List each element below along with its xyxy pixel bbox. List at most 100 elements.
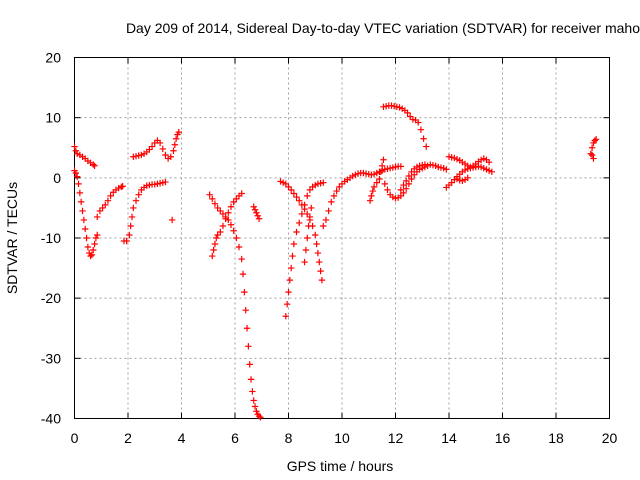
data-point xyxy=(119,183,126,190)
data-point xyxy=(87,252,94,260)
y-tick-label: 20 xyxy=(45,50,61,66)
data-point xyxy=(211,200,219,207)
data-points xyxy=(71,102,600,421)
data-point xyxy=(485,158,493,166)
data-point xyxy=(91,240,98,248)
data-point xyxy=(588,151,596,159)
data-point xyxy=(73,173,81,180)
data-point xyxy=(293,193,300,201)
data-point xyxy=(170,147,177,154)
data-point xyxy=(368,192,375,200)
data-point xyxy=(91,162,98,169)
data-point xyxy=(290,240,298,248)
data-point xyxy=(162,151,169,159)
data-point xyxy=(301,258,308,266)
data-point xyxy=(587,150,594,157)
data-point xyxy=(317,267,324,275)
data-point xyxy=(304,234,311,242)
data-point xyxy=(230,227,237,234)
data-point xyxy=(82,225,89,233)
series-arc-9 xyxy=(277,178,326,284)
data-point xyxy=(242,307,249,314)
data-point xyxy=(293,228,300,236)
data-point xyxy=(148,143,156,150)
data-point xyxy=(72,147,80,154)
series-arc-8 xyxy=(250,203,263,222)
data-point xyxy=(175,128,183,136)
data-point xyxy=(302,246,310,254)
data-point xyxy=(104,197,112,204)
data-point xyxy=(318,276,326,284)
data-point xyxy=(420,135,427,142)
series-arc-2 xyxy=(71,167,101,260)
x-tick-label: 6 xyxy=(231,430,239,446)
data-point xyxy=(102,201,109,209)
series-arc-20 xyxy=(587,136,600,162)
data-point xyxy=(225,209,232,216)
data-point xyxy=(238,190,245,197)
data-point xyxy=(588,144,596,151)
data-point xyxy=(330,192,338,200)
data-point xyxy=(423,143,430,150)
x-tick-label: 4 xyxy=(178,430,186,446)
series-arc-4 xyxy=(120,178,169,245)
x-tick-label: 16 xyxy=(495,430,511,446)
data-point xyxy=(209,252,216,260)
series-arc-7 xyxy=(209,190,245,260)
data-point xyxy=(126,231,133,239)
data-point xyxy=(443,166,450,173)
data-point xyxy=(320,179,327,186)
data-point xyxy=(592,136,600,143)
series-arc-11 xyxy=(301,204,315,266)
data-point xyxy=(132,197,140,204)
data-point xyxy=(404,109,411,117)
data-point xyxy=(135,191,142,198)
y-tick-label: -10 xyxy=(41,230,61,246)
data-point xyxy=(130,204,137,212)
data-point xyxy=(80,216,88,224)
data-point xyxy=(316,258,323,266)
data-point xyxy=(377,168,384,176)
chart-title: Day 209 of 2014, Sidereal Day-to-day VTE… xyxy=(126,20,640,36)
data-point xyxy=(83,234,90,242)
data-point xyxy=(255,412,263,420)
data-point xyxy=(314,249,322,257)
data-point xyxy=(298,210,306,218)
data-point xyxy=(217,228,224,236)
data-point xyxy=(246,361,253,368)
data-point xyxy=(239,270,247,278)
series-arc-3 xyxy=(94,183,126,221)
data-point xyxy=(123,237,130,245)
data-point xyxy=(333,187,340,195)
data-point xyxy=(250,397,257,404)
data-point xyxy=(405,172,413,180)
data-point xyxy=(77,198,85,206)
data-point xyxy=(241,288,248,296)
data-point xyxy=(213,234,220,242)
series-arc-10 xyxy=(282,179,327,320)
series-arc-13 xyxy=(366,156,387,204)
data-point xyxy=(313,240,320,248)
data-point xyxy=(167,153,174,160)
data-point xyxy=(464,174,471,182)
data-point xyxy=(249,388,256,395)
data-point xyxy=(378,162,386,169)
y-tick-label: -30 xyxy=(41,350,61,366)
data-point xyxy=(88,251,96,259)
data-point xyxy=(238,255,245,263)
data-point xyxy=(397,186,405,194)
x-tick-label: 20 xyxy=(602,430,618,446)
y-tick-label: 10 xyxy=(45,110,61,126)
data-point xyxy=(254,212,261,219)
x-tick-label: 18 xyxy=(548,430,564,446)
data-point xyxy=(76,189,84,197)
data-point xyxy=(162,178,169,186)
data-point xyxy=(370,183,378,191)
data-point xyxy=(285,288,292,296)
data-point xyxy=(322,216,330,224)
data-point xyxy=(227,203,235,210)
y-tick-label: -40 xyxy=(41,411,61,427)
data-point xyxy=(156,139,164,147)
data-point xyxy=(171,141,179,148)
